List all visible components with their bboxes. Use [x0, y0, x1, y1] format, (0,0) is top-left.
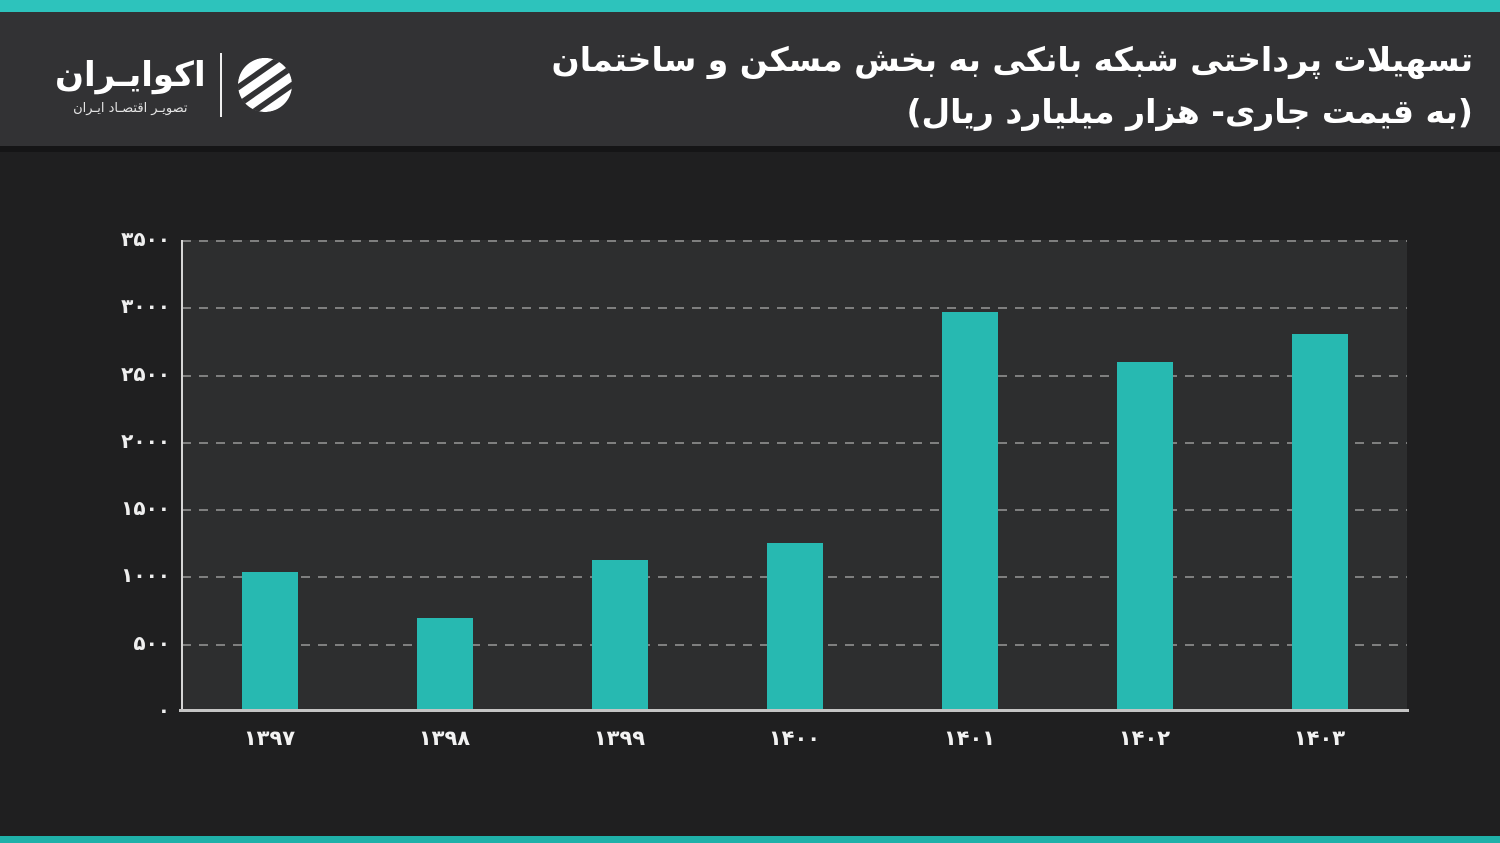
y-axis-line — [181, 240, 183, 711]
gridline-1500 — [182, 509, 1407, 512]
gridline-3000 — [182, 307, 1407, 310]
brand-tagline: تصویـر اقتصـاد ایـران — [73, 100, 188, 116]
x-tick-label-1397: ۱۳۹۷ — [243, 726, 296, 750]
plot-area — [182, 240, 1407, 711]
x-tick-label-1401: ۱۴۰۱ — [943, 726, 996, 750]
x-tick-label-1399: ۱۳۹۹ — [593, 726, 646, 750]
y-tick-label-0: ۰ — [157, 698, 170, 722]
bar-1400 — [766, 543, 823, 711]
ecoiran-logo-icon — [236, 56, 294, 114]
x-tick-label-1402: ۱۴۰۲ — [1118, 726, 1171, 750]
chart-title: تسهیلات پرداختی شبکه بانکی به بخش مسکن و… — [551, 40, 1473, 79]
y-tick-label-3000: ۳۰۰۰ — [121, 294, 170, 319]
chart-region: ۰ ۵۰۰ ۱۰۰۰ ۱۵۰۰ ۲۰۰۰ ۲۵۰۰ ۳۰۰۰ ۳۵۰۰ ۱۳۹۷ ۱۳۹۸ ۱۳۹… — [0, 152, 1500, 836]
y-tick-label-3500: ۳۵۰۰ — [121, 227, 170, 251]
brand: اکوایـران تصویـر اقتصـاد ایـران — [55, 40, 294, 130]
x-tick-label-1403: ۱۴۰۳ — [1293, 726, 1346, 750]
x-tick-label-1398: ۱۳۹۸ — [418, 726, 471, 750]
header: اکوایـران تصویـر اقتصـاد ایـران — [0, 12, 1500, 146]
y-tick-label-1000: ۱۰۰۰ — [121, 563, 170, 588]
chart-title-block: تسهیلات پرداختی شبکه بانکی به بخش مسکن و… — [552, 34, 1473, 138]
gridline-2000 — [182, 441, 1407, 444]
chart-subtitle: (به قیمت جاری- هزار میلیارد ریال) — [906, 92, 1473, 131]
brand-name: اکوایـران — [55, 54, 206, 95]
bar-1397 — [241, 572, 298, 711]
bar-1399 — [591, 560, 648, 711]
x-axis-line — [179, 709, 1409, 712]
bottom-accent-bar — [0, 836, 1500, 843]
y-tick-label-2500: ۲۵۰۰ — [121, 361, 170, 386]
x-tick-label-1400: ۱۴۰۰ — [768, 726, 821, 750]
header-divider — [0, 146, 1500, 152]
bar-1403 — [1291, 333, 1348, 711]
bar-1398 — [416, 618, 473, 711]
gridline-3500 — [182, 240, 1407, 242]
brand-text: اکوایـران تصویـر اقتصـاد ایـران — [55, 55, 206, 116]
y-tick-label-2000: ۲۰۰۰ — [121, 428, 170, 453]
gridline-2500 — [182, 374, 1407, 377]
y-tick-label-1500: ۱۵۰۰ — [121, 496, 170, 521]
bar-1402 — [1116, 362, 1173, 711]
brand-divider — [219, 53, 222, 117]
top-accent-bar — [0, 0, 1500, 12]
bar-1401 — [941, 312, 998, 711]
y-tick-label-500: ۵۰۰ — [133, 630, 170, 655]
